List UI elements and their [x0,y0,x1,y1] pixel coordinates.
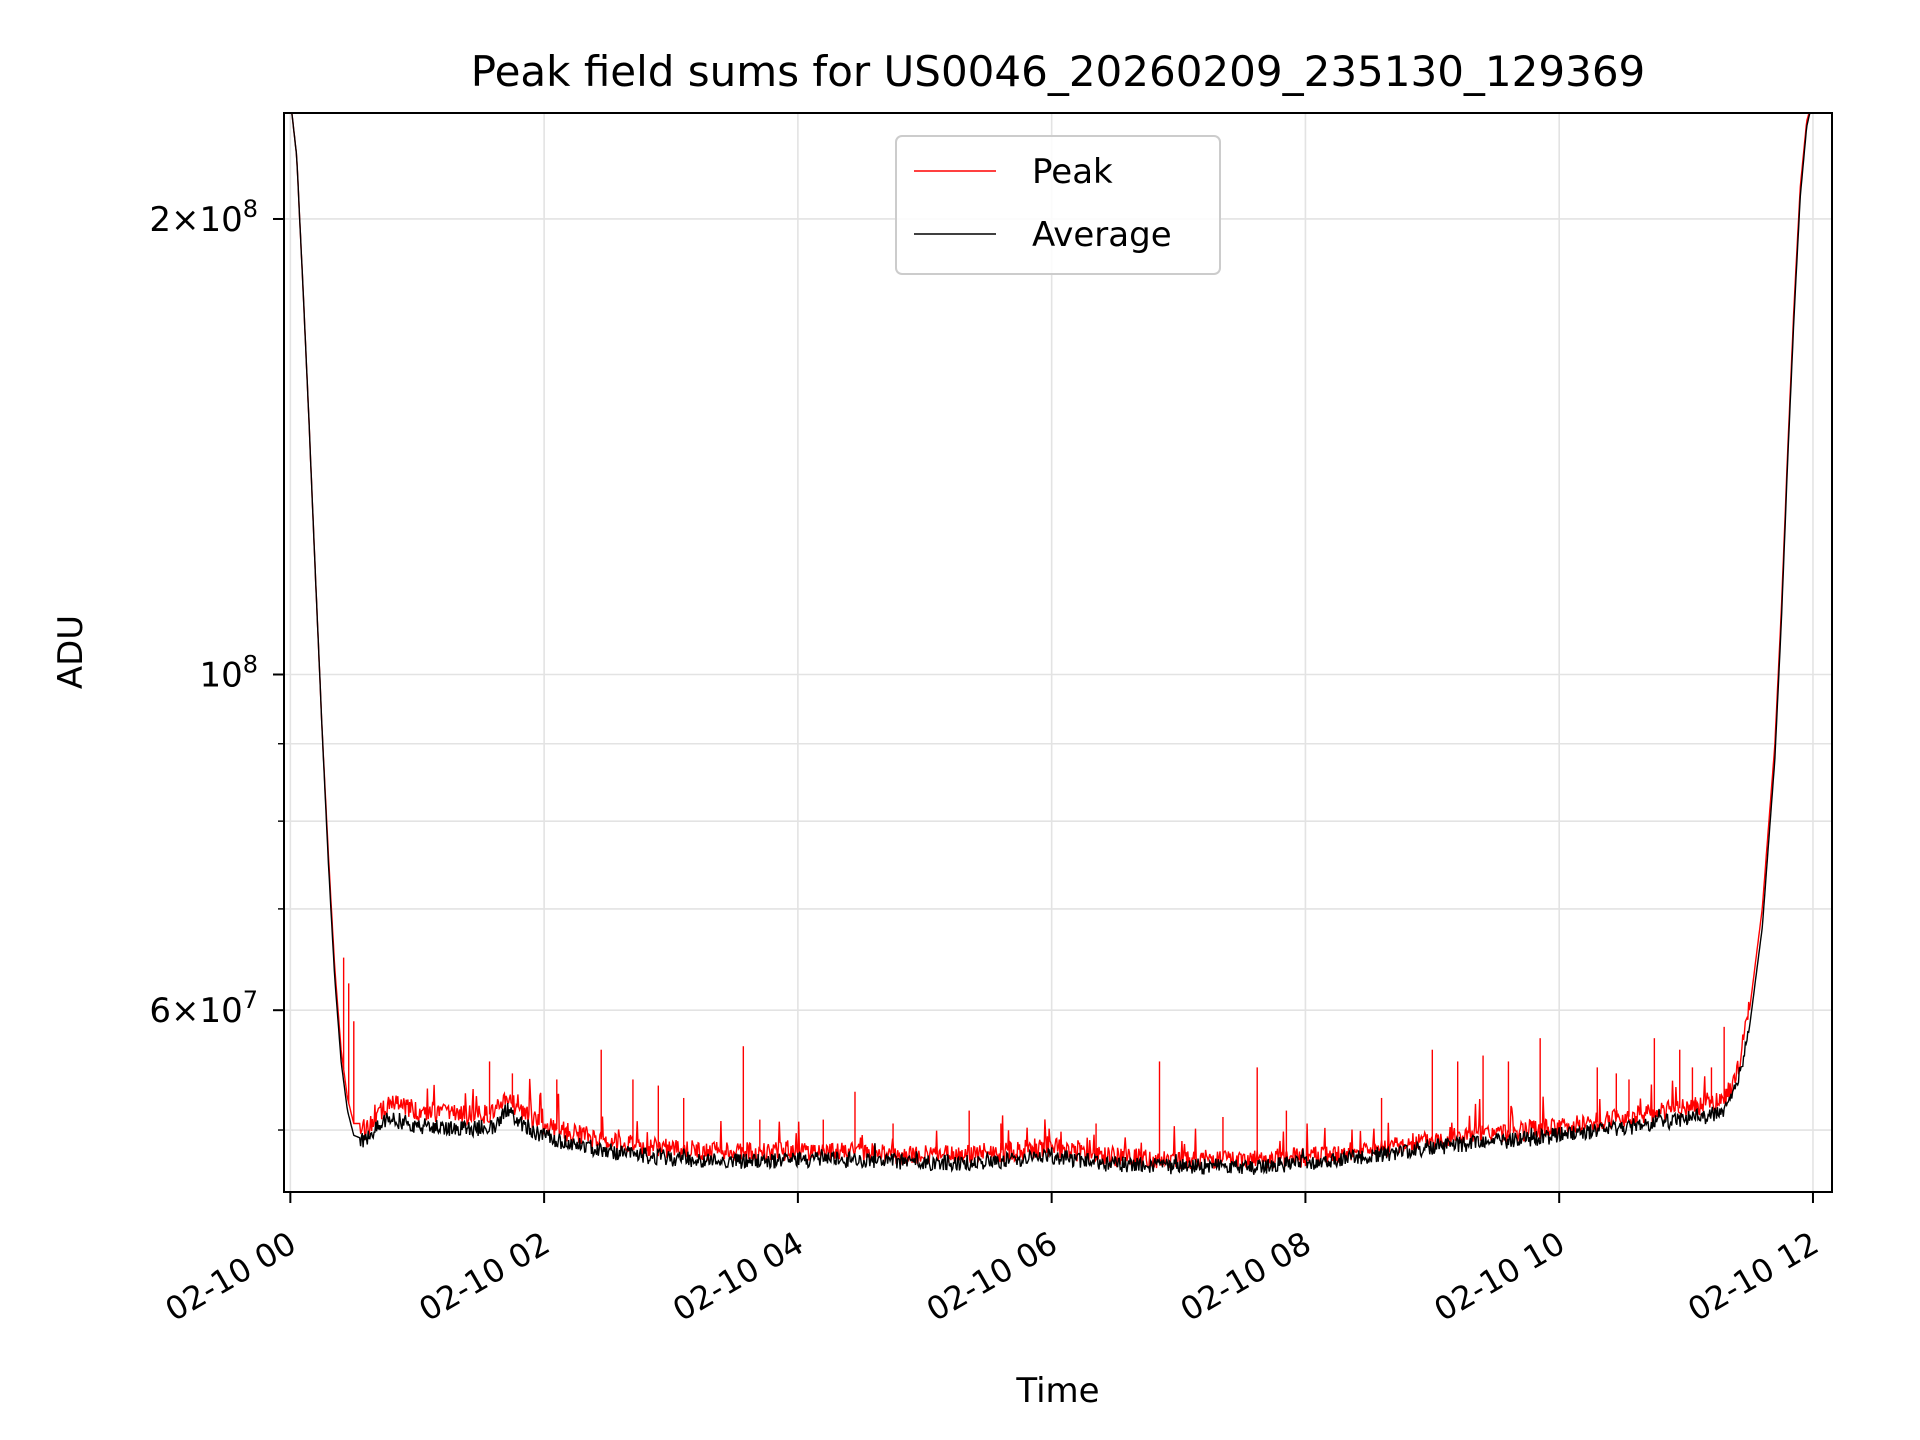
axes-frame [283,112,1833,1193]
y-tick-label: 108 [199,651,258,696]
x-axis-label: Time [1015,1371,1099,1411]
y-tick-label: 2×108 [149,195,258,240]
series-average-line [291,113,1811,1175]
legend: Peak Average [895,135,1221,275]
legend-peak-label: Peak [1032,152,1113,192]
chart-title: Peak field sums for US0046_20260209_2351… [471,47,1646,96]
legend-average-label: Average [1032,215,1172,255]
y-tick-label: 6×107 [149,986,258,1031]
plot-area [291,113,1811,1175]
y-axis-label: ADU [51,615,91,689]
